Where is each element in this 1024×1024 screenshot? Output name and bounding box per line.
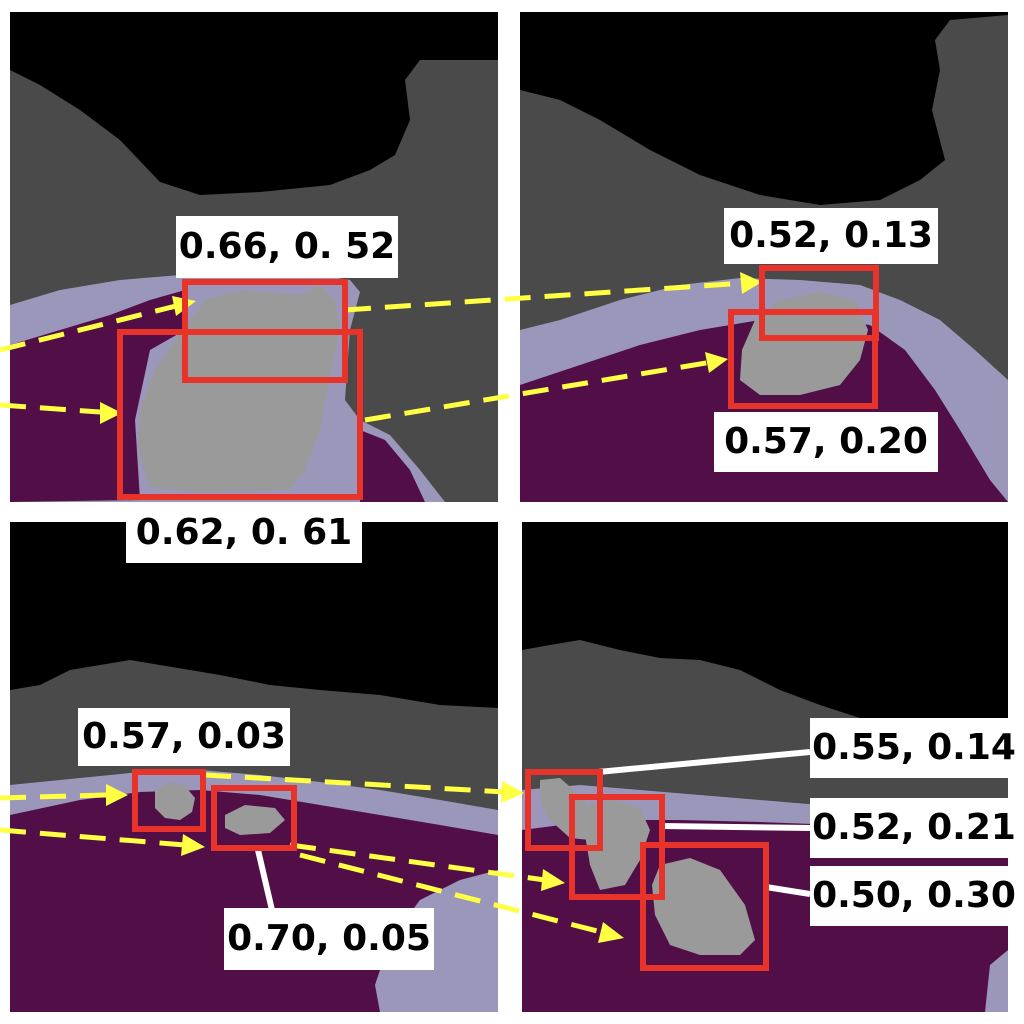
- arrows: [0, 280, 746, 936]
- arrow-line: [344, 280, 746, 313]
- arrow-line: [0, 402, 101, 415]
- red-boxes: [117, 265, 879, 971]
- gray-region-medium: [225, 805, 285, 835]
- label-top-left-lower: 0.62, 0. 61: [126, 503, 362, 563]
- arrowhead: [705, 352, 728, 373]
- black-region: [522, 522, 1008, 735]
- arrowhead: [541, 869, 565, 891]
- label-bottom-left-upper: 0.57, 0.03: [78, 708, 290, 766]
- arrowhead: [740, 272, 762, 294]
- arrow-line: [289, 842, 546, 883]
- leader-line: [597, 749, 811, 775]
- arrow-line: [0, 827, 186, 848]
- black-region: [10, 522, 498, 708]
- label-top-right-lower: 0.57, 0.20: [714, 412, 938, 472]
- label-bottom-right-2: 0.52, 0.21: [810, 798, 1018, 858]
- arrowhead: [106, 784, 128, 806]
- arrowhead: [181, 834, 205, 856]
- detection-box: [525, 769, 603, 851]
- detection-box: [759, 265, 879, 341]
- detection-box: [132, 769, 206, 832]
- leader-line: [255, 849, 275, 911]
- gray-region: [138, 285, 340, 492]
- black-region: [520, 12, 1008, 205]
- label-bottom-right-1: 0.55, 0.14: [810, 718, 1018, 778]
- detection-box: [728, 309, 878, 409]
- gray-region-upper: [540, 778, 595, 840]
- label-bottom-left-lower: 0.70, 0.05: [224, 908, 434, 970]
- black-region: [10, 12, 498, 195]
- arrow-line: [299, 852, 606, 936]
- arrowhead: [501, 781, 524, 803]
- arrow-line: [0, 302, 181, 353]
- gray-region-lower: [652, 858, 755, 955]
- label-top-left-upper: 0.66, 0. 52: [176, 216, 398, 278]
- arrowhead: [100, 402, 122, 424]
- arrow-line: [364, 359, 713, 423]
- label-bottom-right-3: 0.50, 0.30: [810, 866, 1018, 926]
- arrow-line: [204, 772, 506, 795]
- leader-line: [661, 823, 811, 831]
- leader-line: [765, 884, 811, 897]
- detection-box: [640, 842, 769, 971]
- label-top-right-upper: 0.52, 0.13: [724, 208, 938, 264]
- arrowhead: [598, 922, 624, 943]
- gray-region-small: [155, 782, 195, 820]
- purple-region-right: [360, 430, 425, 502]
- detection-box: [211, 785, 297, 851]
- detection-box: [117, 329, 363, 500]
- arrow-line: [0, 792, 109, 801]
- leader-lines: [255, 749, 811, 911]
- purple-region: [10, 290, 185, 502]
- gray-region: [740, 292, 868, 395]
